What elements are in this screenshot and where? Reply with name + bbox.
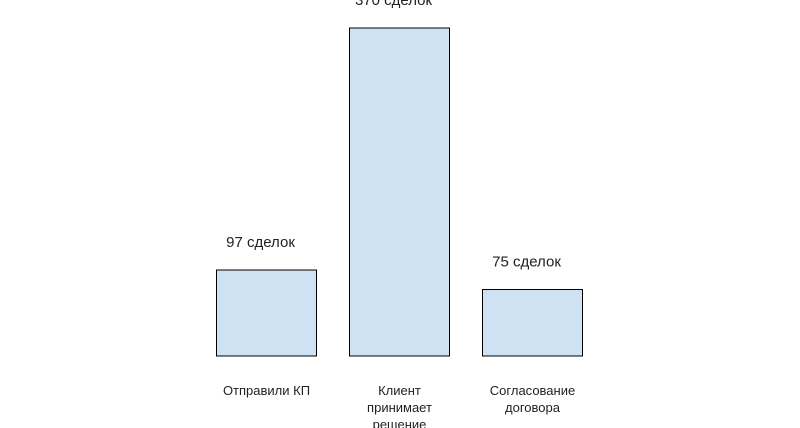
x-tick-label-box: Клиент принимает решение — [367, 383, 432, 428]
value-label: 75 сделок — [492, 253, 561, 270]
bar — [216, 269, 317, 357]
bar — [482, 289, 583, 357]
x-tick-label: Отправили КП — [222, 383, 311, 398]
x-tick-label: Согласование договора — [489, 383, 576, 415]
value-label: 370 сделок — [355, 0, 433, 9]
x-tick-label: Клиент принимает решение — [367, 383, 432, 428]
x-tick-label-box: Согласование договора — [489, 383, 576, 415]
x-tick-label-box: Отправили КП — [222, 383, 311, 398]
value-label: 97 сделок — [226, 234, 295, 251]
bar — [349, 27, 450, 357]
